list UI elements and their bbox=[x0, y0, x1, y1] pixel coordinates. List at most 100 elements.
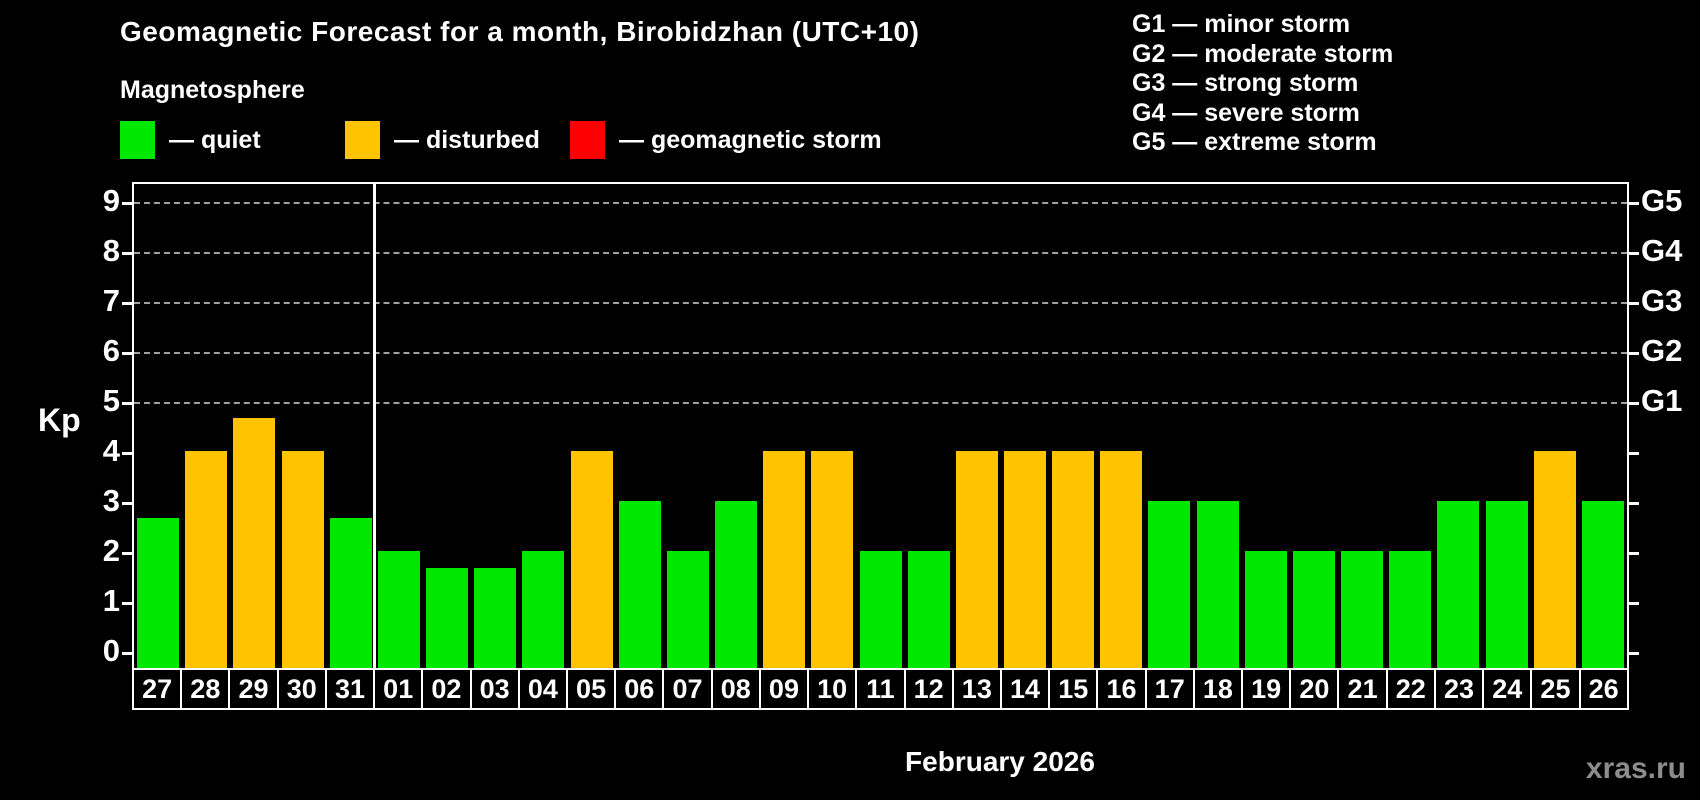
kp-bar-day-02 bbox=[426, 567, 469, 670]
day-label-21: 21 bbox=[1337, 668, 1388, 710]
day-label-14: 14 bbox=[999, 668, 1051, 710]
chart-subtitle: Magnetosphere bbox=[120, 76, 305, 104]
storm-scale-line-g1: G1 — minor storm bbox=[1132, 10, 1351, 38]
kp-bar-day-07 bbox=[666, 551, 709, 670]
day-label-16: 16 bbox=[1096, 668, 1147, 710]
right-tick-kp-7 bbox=[1629, 302, 1639, 305]
kp-bar-day-25 bbox=[1533, 451, 1576, 670]
right-tick-kp-2 bbox=[1629, 552, 1639, 555]
kp-bar-day-31 bbox=[329, 517, 372, 670]
kp-bar-day-15 bbox=[1052, 451, 1095, 670]
right-tick-kp-1 bbox=[1629, 602, 1639, 605]
left-tick-kp-3 bbox=[122, 502, 132, 505]
gridline-kp-9 bbox=[134, 202, 1627, 204]
day-label-12: 12 bbox=[903, 668, 954, 710]
watermark: xras.ru bbox=[1585, 752, 1686, 785]
x-axis-month-label: February 2026 bbox=[905, 746, 1095, 777]
day-label-28: 28 bbox=[180, 668, 231, 710]
y-tick-label-8: 8 bbox=[102, 233, 120, 268]
y-tick-label-0: 0 bbox=[102, 633, 120, 668]
right-tick-kp-9 bbox=[1629, 202, 1639, 205]
left-tick-kp-4 bbox=[122, 452, 132, 455]
left-tick-kp-7 bbox=[122, 302, 132, 305]
storm-scale-line-g5: G5 — extreme storm bbox=[1132, 128, 1377, 156]
kp-bar-day-08 bbox=[715, 501, 758, 670]
left-tick-kp-8 bbox=[122, 252, 132, 255]
right-tick-kp-6 bbox=[1629, 352, 1639, 355]
kp-bar-day-23 bbox=[1437, 501, 1480, 670]
right-axis-label-g5: G5 bbox=[1641, 183, 1683, 218]
right-axis-label-g3: G3 bbox=[1641, 283, 1683, 318]
right-tick-kp-4 bbox=[1629, 452, 1639, 455]
right-tick-kp-0 bbox=[1629, 652, 1639, 655]
legend-item-storm: — geomagnetic storm bbox=[570, 120, 882, 160]
y-tick-label-7: 7 bbox=[102, 283, 120, 318]
legend-item-disturbed: — disturbed bbox=[345, 120, 540, 160]
day-label-26: 26 bbox=[1578, 668, 1629, 710]
left-tick-kp-9 bbox=[122, 202, 132, 205]
legend-label-quiet: — quiet bbox=[169, 125, 261, 154]
day-label-01: 01 bbox=[373, 668, 424, 710]
kp-bar-day-09 bbox=[763, 451, 806, 670]
day-label-18: 18 bbox=[1192, 668, 1244, 710]
day-label-04: 04 bbox=[517, 668, 568, 710]
day-label-03: 03 bbox=[469, 668, 520, 710]
gridline-kp-8 bbox=[134, 252, 1627, 254]
y-tick-label-6: 6 bbox=[102, 333, 120, 368]
right-tick-kp-3 bbox=[1629, 502, 1639, 505]
storm-scale-line-g3: G3 — strong storm bbox=[1132, 69, 1359, 97]
day-label-31: 31 bbox=[324, 668, 376, 710]
day-label-11: 11 bbox=[855, 668, 906, 710]
gridline-kp-6 bbox=[134, 352, 1627, 354]
legend-swatch-disturbed bbox=[345, 121, 380, 159]
day-label-02: 02 bbox=[421, 668, 472, 710]
left-tick-kp-0 bbox=[122, 652, 132, 655]
day-label-10: 10 bbox=[807, 668, 858, 710]
chart-title: Geomagnetic Forecast for a month, Birobi… bbox=[120, 16, 920, 47]
kp-bar-day-26 bbox=[1581, 501, 1624, 670]
y-tick-label-1: 1 bbox=[102, 583, 120, 618]
kp-bar-day-06 bbox=[618, 501, 661, 670]
day-label-07: 07 bbox=[662, 668, 713, 710]
kp-bar-day-17 bbox=[1148, 501, 1191, 670]
kp-bar-day-18 bbox=[1196, 501, 1239, 670]
left-tick-kp-6 bbox=[122, 352, 132, 355]
kp-bar-day-10 bbox=[811, 451, 854, 670]
left-tick-kp-1 bbox=[122, 602, 132, 605]
day-label-25: 25 bbox=[1530, 668, 1581, 710]
storm-scale-legend: G1 — minor storm G2 — moderate storm G3 — … bbox=[1132, 10, 1393, 158]
kp-bar-day-13 bbox=[955, 451, 998, 670]
day-label-09: 09 bbox=[758, 668, 810, 710]
day-label-23: 23 bbox=[1433, 668, 1485, 710]
day-label-24: 24 bbox=[1482, 668, 1533, 710]
y-tick-label-5: 5 bbox=[102, 383, 120, 418]
kp-bar-day-03 bbox=[474, 567, 517, 670]
day-label-17: 17 bbox=[1144, 668, 1195, 710]
x-axis-day-labels: 27 28 29 30 31 01 02 03 04 05 06 07 08 09 10 11 12 13 14 15… bbox=[132, 668, 1629, 710]
kp-bar-day-24 bbox=[1485, 501, 1528, 670]
kp-bar-day-11 bbox=[859, 551, 902, 670]
y-tick-label-2: 2 bbox=[102, 533, 120, 568]
kp-bar-day-14 bbox=[1003, 451, 1046, 670]
kp-bar-day-16 bbox=[1100, 451, 1143, 670]
left-tick-kp-5 bbox=[122, 402, 132, 405]
y-tick-label-9: 9 bbox=[102, 183, 120, 218]
kp-bar-day-19 bbox=[1244, 551, 1287, 670]
kp-bar-day-05 bbox=[570, 451, 613, 670]
legend-label-storm: — geomagnetic storm bbox=[619, 125, 882, 154]
day-label-30: 30 bbox=[276, 668, 327, 710]
day-label-20: 20 bbox=[1289, 668, 1340, 710]
kp-bar-day-29 bbox=[233, 417, 276, 670]
y-tick-label-4: 4 bbox=[102, 433, 120, 468]
right-tick-kp-8 bbox=[1629, 252, 1639, 255]
day-label-06: 06 bbox=[614, 668, 665, 710]
legend-swatch-quiet bbox=[120, 121, 155, 159]
storm-scale-line-g2: G2 — moderate storm bbox=[1132, 39, 1394, 68]
kp-bar-day-20 bbox=[1292, 551, 1335, 670]
month-separator-line bbox=[373, 184, 377, 670]
day-label-19: 19 bbox=[1241, 668, 1292, 710]
kp-bar-day-21 bbox=[1341, 551, 1384, 670]
day-label-15: 15 bbox=[1048, 668, 1099, 710]
day-label-22: 22 bbox=[1385, 668, 1436, 710]
